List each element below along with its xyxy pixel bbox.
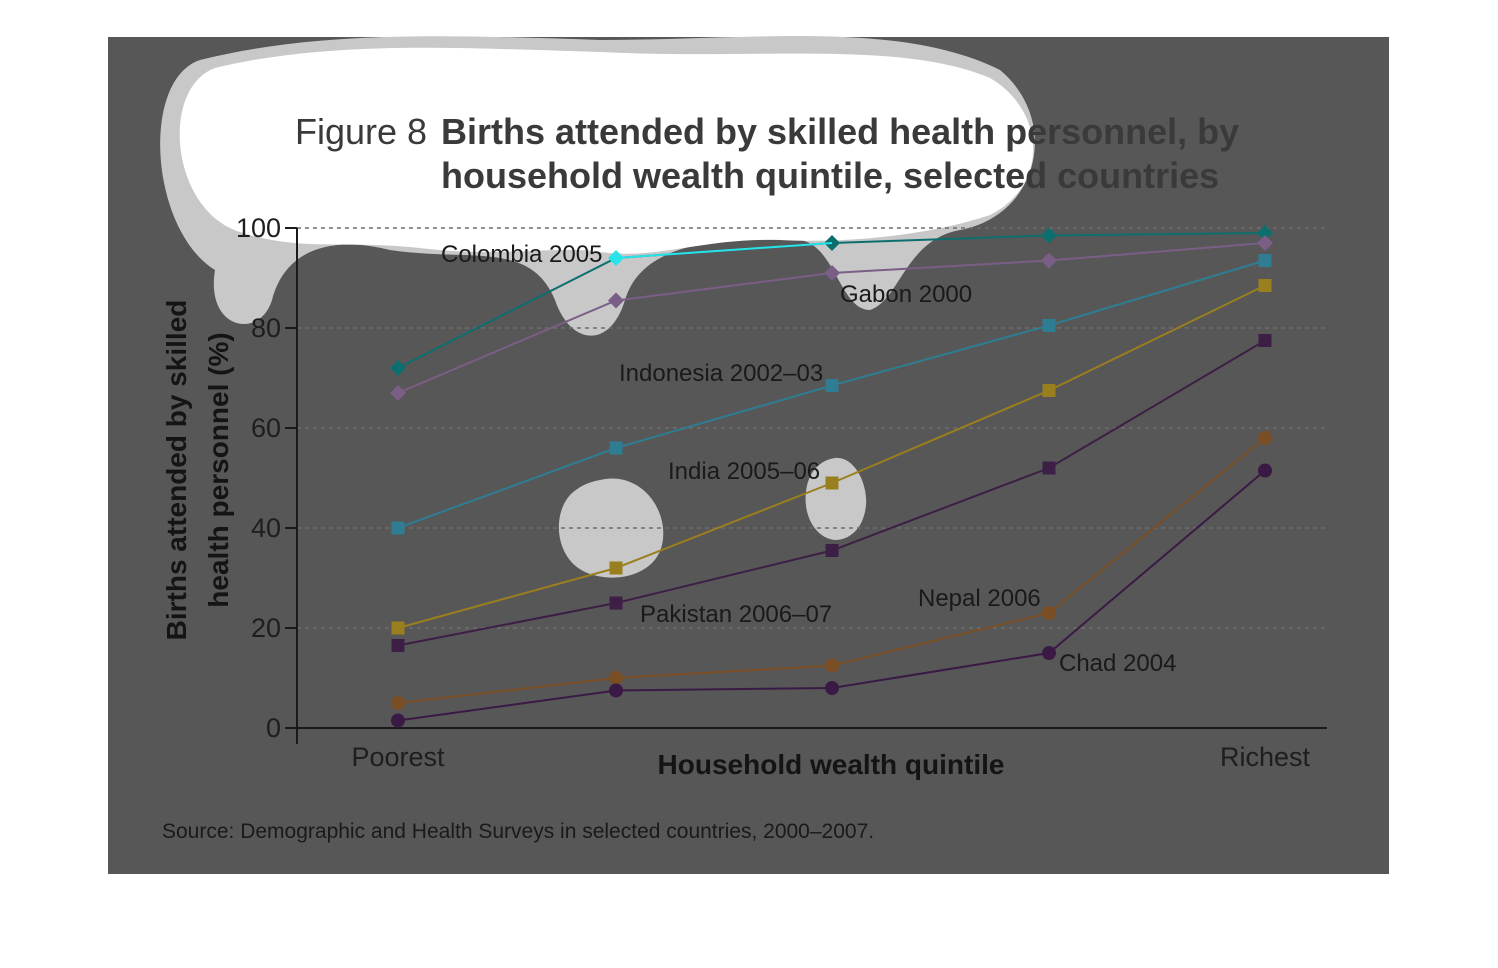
data-point bbox=[1258, 254, 1272, 267]
data-point bbox=[391, 621, 405, 635]
data-point bbox=[1041, 252, 1057, 269]
series-label: Indonesia 2002–03 bbox=[619, 360, 823, 387]
x-tick-label: Richest bbox=[1220, 742, 1311, 772]
series-label: Nepal 2006 bbox=[918, 585, 1041, 612]
y-axis-label-line2: health personnel (%) bbox=[203, 332, 234, 607]
x-axis-label: Household wealth quintile bbox=[658, 749, 1005, 780]
data-point bbox=[1042, 384, 1056, 397]
data-point bbox=[1042, 319, 1056, 332]
series-labels: Colombia 2005 Gabon 2000 Indonesia 2002–03… bbox=[441, 241, 1176, 677]
data-point bbox=[1042, 646, 1056, 660]
series-label: Colombia 2005 bbox=[441, 241, 602, 268]
data-point bbox=[391, 521, 405, 535]
y-tick-label: 100 bbox=[236, 213, 281, 243]
data-point bbox=[1258, 431, 1272, 445]
series-3 bbox=[391, 279, 1272, 635]
y-tick-label: 0 bbox=[266, 713, 281, 743]
data-point bbox=[390, 385, 406, 401]
chart-title-line1: Births attended by skilled health person… bbox=[441, 111, 1239, 152]
series-label: Pakistan 2006–07 bbox=[640, 601, 832, 628]
data-point bbox=[1041, 227, 1057, 244]
series-2 bbox=[391, 254, 1272, 535]
data-point bbox=[825, 544, 839, 557]
y-axis-label-line1: Births attended by skilled bbox=[161, 300, 192, 641]
data-point bbox=[1257, 235, 1273, 251]
x-tick-label: Poorest bbox=[351, 742, 445, 772]
data-point bbox=[1042, 461, 1056, 475]
data-point bbox=[825, 379, 839, 392]
data-point bbox=[391, 639, 405, 652]
axes bbox=[285, 228, 1327, 744]
data-point bbox=[825, 658, 839, 673]
y-tick-label: 20 bbox=[251, 613, 281, 643]
series-6 bbox=[391, 463, 1272, 728]
data-point bbox=[609, 596, 623, 610]
data-point bbox=[1258, 279, 1272, 292]
data-point bbox=[609, 441, 623, 455]
y-tick-label: 40 bbox=[251, 513, 281, 543]
series-group bbox=[390, 225, 1273, 728]
y-tick-labels: 0 20 40 60 80 100 bbox=[236, 213, 281, 743]
data-point bbox=[1258, 463, 1272, 478]
data-point bbox=[825, 681, 839, 695]
title-blob bbox=[179, 47, 1034, 254]
series-5 bbox=[391, 431, 1272, 710]
series-4 bbox=[391, 334, 1272, 652]
data-point bbox=[609, 561, 623, 575]
series-line-highlight bbox=[615, 242, 833, 259]
data-point bbox=[391, 713, 405, 728]
data-point bbox=[609, 671, 623, 685]
data-point bbox=[825, 476, 839, 490]
data-point bbox=[390, 360, 406, 376]
figure-number: Figure 8 bbox=[295, 111, 427, 152]
series-label: Chad 2004 bbox=[1059, 650, 1176, 677]
data-point bbox=[391, 696, 405, 710]
x-tick-labels: Poorest Richest bbox=[351, 742, 1310, 772]
data-point bbox=[1257, 225, 1273, 241]
chart-title-line2: household wealth quintile, selected coun… bbox=[441, 155, 1219, 196]
source-note: Source: Demographic and Health Surveys i… bbox=[162, 820, 874, 843]
data-point bbox=[1258, 334, 1272, 347]
series-label: Gabon 2000 bbox=[840, 281, 972, 308]
data-point bbox=[608, 292, 624, 309]
data-point bbox=[824, 265, 840, 281]
series-1 bbox=[390, 235, 1273, 401]
series-label: India 2005–06 bbox=[668, 458, 820, 485]
y-tick-label: 80 bbox=[251, 313, 281, 343]
data-point bbox=[609, 683, 623, 698]
y-tick-label: 60 bbox=[251, 413, 281, 443]
data-point bbox=[1042, 606, 1056, 620]
spot-blob-2 bbox=[805, 457, 867, 540]
